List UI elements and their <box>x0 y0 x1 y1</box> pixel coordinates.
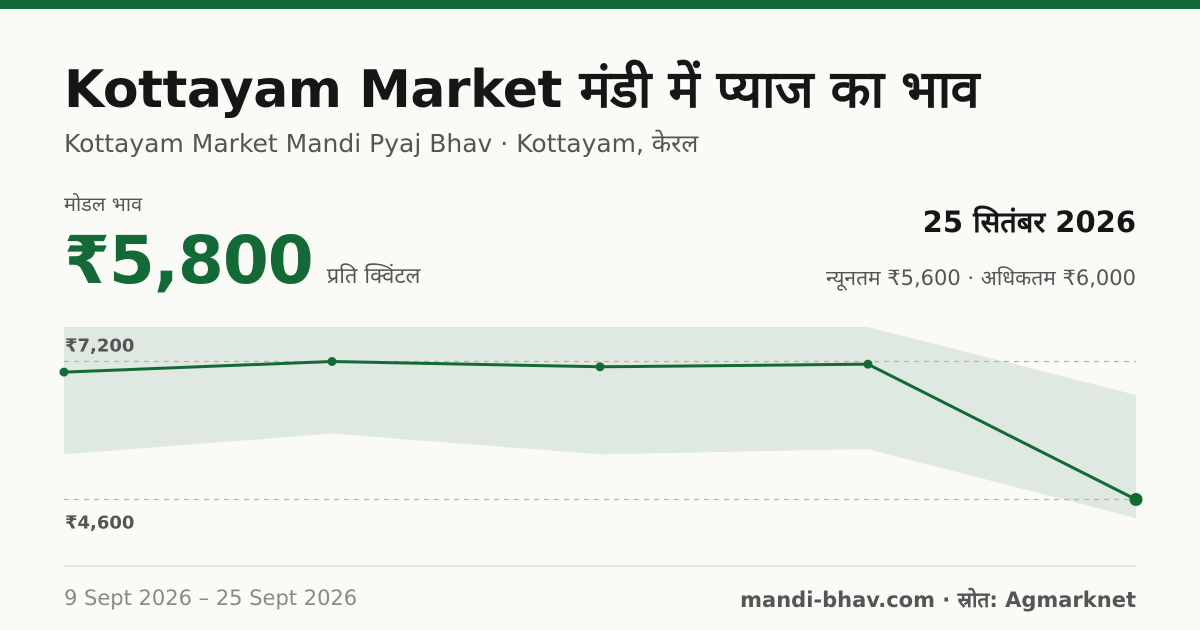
data-point <box>327 357 337 366</box>
data-point <box>863 359 873 369</box>
data-point <box>59 367 69 377</box>
page-subtitle: Kottayam Market Mandi Pyaj Bhav · Kottay… <box>64 129 699 158</box>
min-max-band <box>64 327 1136 519</box>
data-point <box>595 362 605 372</box>
modal-price-label: मोडल भाव <box>64 192 143 216</box>
date-range: 9 Sept 2026 – 25 Sept 2026 <box>64 586 358 610</box>
modal-price-value: ₹5,800 <box>64 222 314 299</box>
report-date: 25 सितंबर 2026 <box>922 205 1136 239</box>
price-unit: प्रति क्विंटल <box>326 264 421 289</box>
footer-divider <box>64 565 1136 567</box>
y-tick-label: ₹7,200 <box>65 336 134 357</box>
y-tick-label: ₹4,600 <box>65 513 134 534</box>
modal-price-row: ₹5,800 प्रति क्विंटल <box>64 222 420 299</box>
source-credit: mandi-bhav.com · स्रोत: Agmarknet <box>740 588 1136 612</box>
min-max-price: न्यूनतम ₹5,600 · अधिकतम ₹6,000 <box>826 266 1136 290</box>
data-point <box>1129 493 1143 506</box>
top-accent-bar <box>0 0 1200 9</box>
page-title: Kottayam Market मंडी में प्याज का भाव <box>64 60 980 120</box>
